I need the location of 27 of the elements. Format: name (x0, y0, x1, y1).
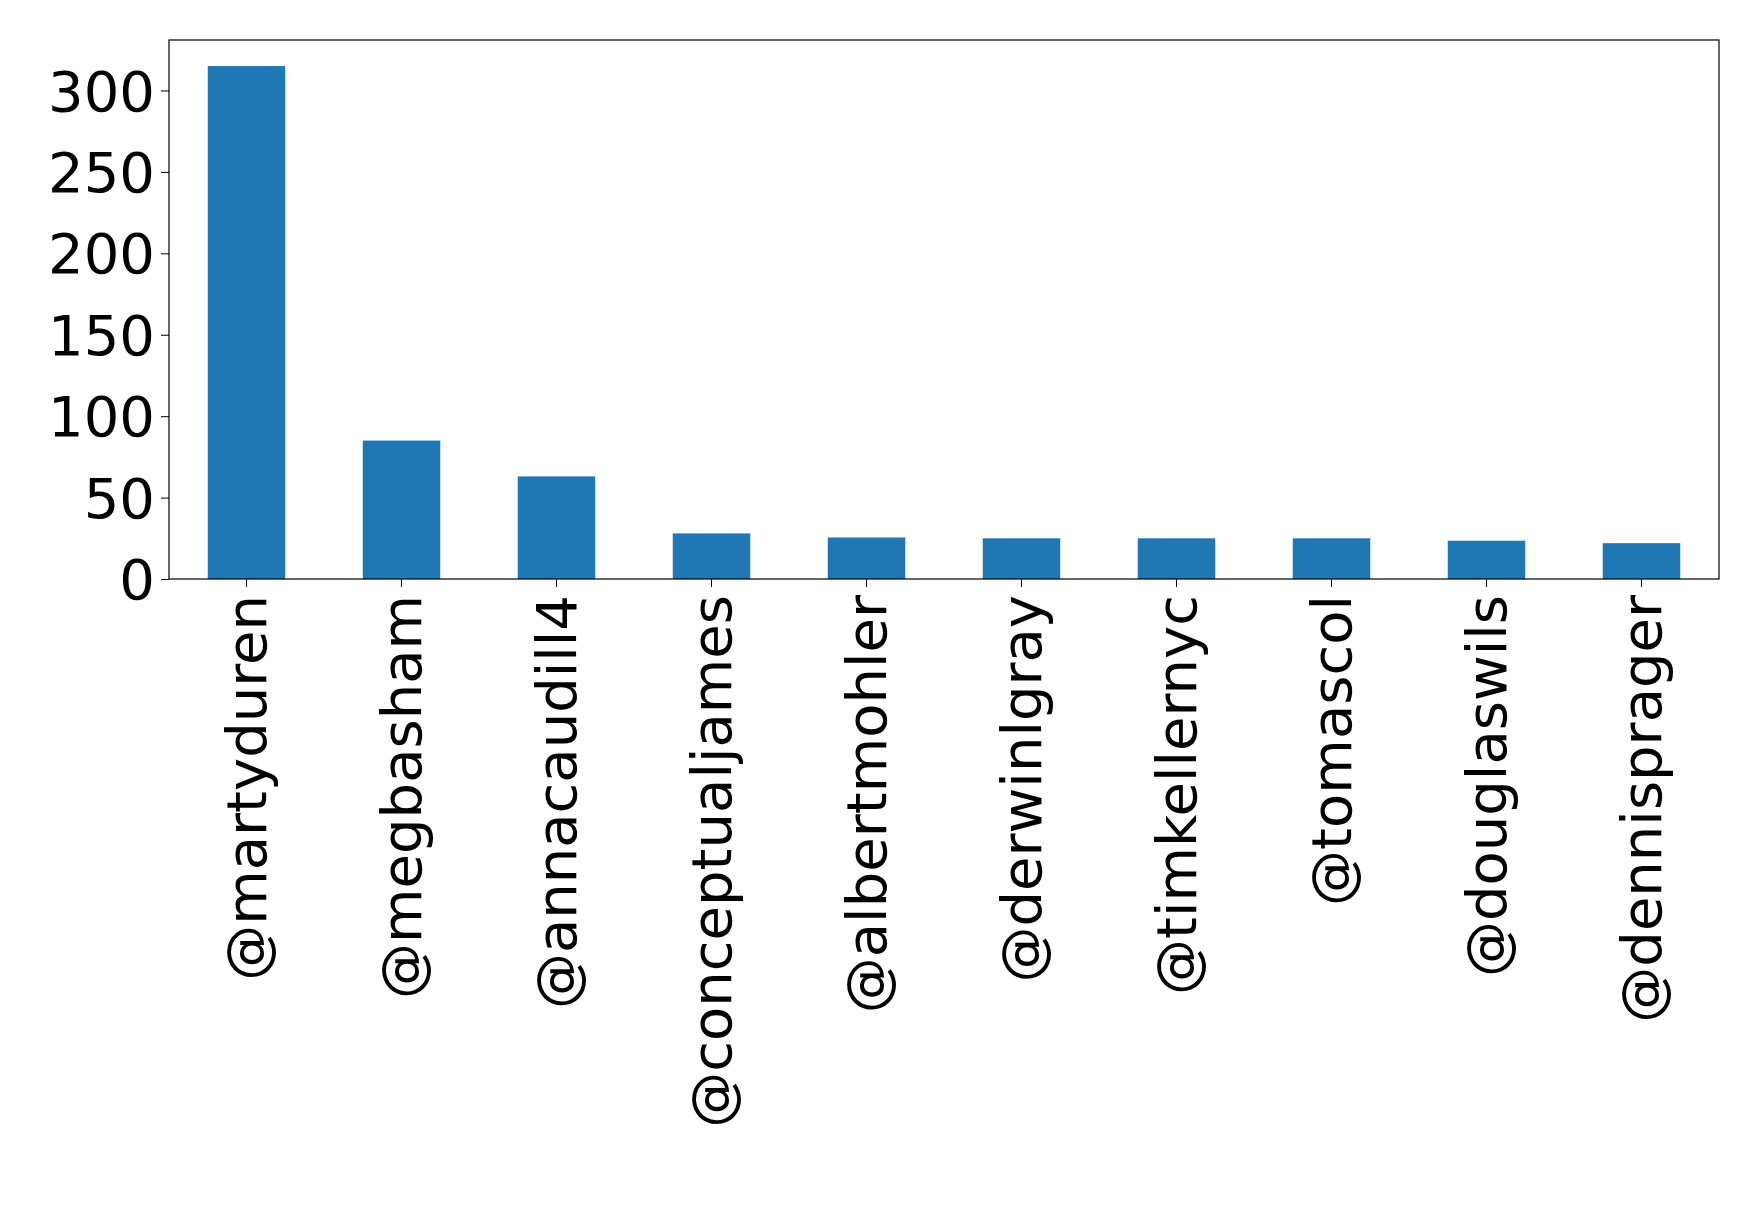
y-tick-label: 100 (48, 384, 155, 450)
y-tick-label: 150 (48, 302, 155, 368)
x-tick-label: @martyduren (214, 595, 280, 981)
x-tick-label: @conceptualjames (679, 595, 745, 1128)
y-tick-label: 0 (119, 547, 155, 613)
y-tick-label: 300 (48, 58, 155, 124)
bar (517, 476, 596, 579)
y-tick-label: 200 (48, 221, 155, 287)
bar (672, 533, 751, 579)
bar (827, 537, 906, 579)
x-tick-label: @derwinlgray (989, 595, 1055, 983)
bar (1137, 538, 1216, 579)
x-tick-label: @annacaudill4 (524, 595, 590, 1010)
x-tick-label: @albertmohler (834, 594, 900, 1014)
y-tick-label: 50 (83, 465, 155, 531)
x-tick-label: @douglaswils (1454, 595, 1520, 977)
y-tick-label: 250 (48, 140, 155, 205)
bar (982, 538, 1061, 579)
bar (362, 440, 441, 579)
x-tick-label: @dennisprager (1609, 594, 1675, 1023)
bar (1602, 543, 1681, 579)
bar (1292, 538, 1371, 579)
bar (207, 66, 286, 579)
x-tick-label: @timkellernyc (1144, 595, 1210, 995)
x-tick-label: @tomascol (1299, 595, 1365, 906)
bar (1447, 540, 1526, 579)
x-tick-label: @megbasham (369, 595, 435, 999)
